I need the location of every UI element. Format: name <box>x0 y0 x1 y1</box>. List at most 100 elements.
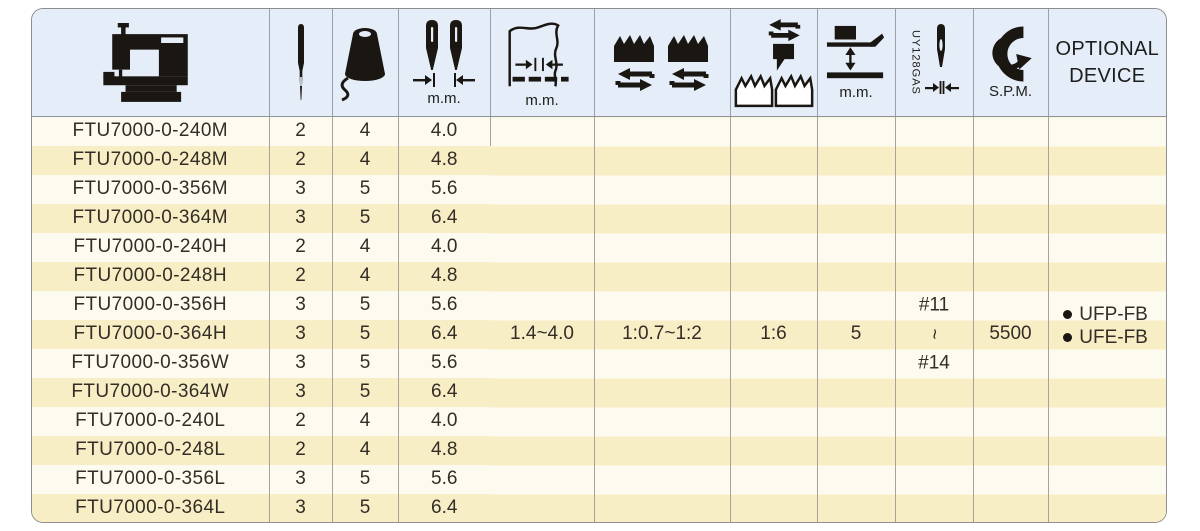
model-cell: FTU7000-0-364M <box>32 203 270 233</box>
stitch-length-mm-label: m.m. <box>525 92 559 109</box>
feed-ratio-cell: 1:6 <box>730 116 818 522</box>
col-header-stitch-length: m.m. <box>490 9 595 117</box>
threads-cell: 5 <box>332 203 399 233</box>
needles-cell: 2 <box>269 261 333 291</box>
gauge-cell: 5.6 <box>431 294 458 315</box>
model-cell: FTU7000-0-364H <box>32 319 270 349</box>
list-item: UFE-FB <box>1063 326 1151 349</box>
gauge-cell: 5.6 <box>431 468 458 489</box>
gauge-cell: 5.6 <box>431 352 458 373</box>
gauge-cell: 4.8 <box>431 439 458 460</box>
needles-cell: 3 <box>269 319 333 349</box>
needles-cell: 3 <box>269 464 333 494</box>
col-header-needle-gauge: m.m. <box>398 9 491 117</box>
feed-ratio-value: 1:6 <box>760 323 787 344</box>
max-speed-value: 5500 <box>989 323 1032 344</box>
gauge-cell: 6.4 <box>431 323 458 344</box>
max-speed-cell: 5500 <box>973 116 1049 522</box>
feed-ratio-icon <box>734 18 813 107</box>
sewing-machine-icon <box>103 22 189 102</box>
needles-cell: 3 <box>269 290 333 320</box>
model-cell: FTU7000-0-240M <box>32 116 270 146</box>
optional-device-label-line2: DEVICE <box>1069 65 1146 87</box>
needles-cell: 3 <box>269 377 333 407</box>
needles-cell: 2 <box>269 435 333 465</box>
needles-cell: 3 <box>269 493 333 522</box>
needles-cell: 3 <box>269 174 333 204</box>
needle-size-connector: ~ <box>923 328 945 340</box>
gauge-cell: 5.6 <box>431 178 458 199</box>
bullet-icon <box>1063 310 1073 319</box>
optional-device-2: UFE-FB <box>1079 327 1148 348</box>
needles-cell: 2 <box>269 116 333 146</box>
threads-cell: 5 <box>332 464 399 494</box>
table-row: FTU7000-0-240M 2 4 4.0 1.4~4.0 1:0.7~1:2… <box>32 116 1166 522</box>
gauge-cell: 4.0 <box>398 116 491 146</box>
gauge-cell: 4.0 <box>431 236 458 257</box>
stitch-length-fabric-icon <box>508 22 569 87</box>
model-cell: FTU7000-0-356L <box>32 464 270 494</box>
col-header-threads <box>332 9 399 117</box>
presser-foot-lift-icon <box>826 25 885 79</box>
col-header-needles <box>269 9 333 117</box>
stitch-length-value: 1.4~4.0 <box>510 323 574 344</box>
optional-device-cell: UFP-FB UFE-FB <box>1048 116 1167 522</box>
threads-cell: 5 <box>332 348 399 378</box>
col-header-optional-device: OPTIONAL DEVICE <box>1048 9 1166 117</box>
header-row: m.m. <box>32 9 1166 117</box>
gauge-cell: 4.0 <box>431 410 458 431</box>
model-cell: FTU7000-0-248H <box>32 261 270 291</box>
col-header-machine <box>32 9 270 117</box>
needle-size-bottom: #14 <box>918 352 950 374</box>
needle-system-label: UY128GAS <box>909 30 922 95</box>
model-cell: FTU7000-0-248M <box>32 145 270 175</box>
threads-cell: 4 <box>332 116 399 146</box>
col-header-feed-ratio <box>730 9 818 117</box>
needle-gauge-mm-label: m.m. <box>427 90 461 107</box>
needles-cell: 2 <box>269 406 333 436</box>
threads-cell: 4 <box>332 145 399 175</box>
gauge-cell: 4.8 <box>431 149 458 170</box>
threads-cell: 5 <box>332 290 399 320</box>
optional-device-label-line1: OPTIONAL <box>1055 38 1160 60</box>
col-header-needle-system: UY128GAS <box>895 9 974 117</box>
model-cell: FTU7000-0-356H <box>32 290 270 320</box>
needle-size-cell: #11 ~ #14 <box>895 116 974 522</box>
model-cell: FTU7000-0-240H <box>32 232 270 262</box>
thread-cone-icon <box>340 27 385 101</box>
needles-cell: 2 <box>269 145 333 175</box>
needle-system-icon <box>924 23 959 94</box>
diff-feed-ratio-cell: 1:0.7~1:2 <box>594 116 731 522</box>
gauge-cell: 6.4 <box>431 381 458 402</box>
spm-label: S.P.M. <box>988 83 1033 100</box>
needle-size-top: #11 <box>918 294 950 316</box>
threads-cell: 4 <box>332 232 399 262</box>
needles-cell: 2 <box>269 232 333 262</box>
differential-feed-icon <box>614 34 709 91</box>
model-cell: FTU7000-0-364L <box>32 493 270 522</box>
gauge-cell: 4.8 <box>431 265 458 286</box>
spec-table-frame: m.m. <box>31 8 1167 523</box>
foot-lift-cell: 5 <box>817 116 896 522</box>
rotation-speed-icon <box>991 26 1032 82</box>
threads-cell: 5 <box>332 174 399 204</box>
model-cell: FTU7000-0-248L <box>32 435 270 465</box>
spec-table: m.m. <box>32 9 1166 522</box>
stitch-length-cell: 1.4~4.0 <box>490 116 595 522</box>
model-cell: FTU7000-0-356W <box>32 348 270 378</box>
threads-cell: 4 <box>332 261 399 291</box>
optional-device-list: UFP-FB UFE-FB <box>1049 303 1167 349</box>
gauge-cell: 6.4 <box>431 497 458 518</box>
threads-cell: 4 <box>332 406 399 436</box>
model-cell: FTU7000-0-364W <box>32 377 270 407</box>
bullet-icon <box>1063 333 1073 342</box>
needles-cell: 3 <box>269 348 333 378</box>
model-cell: FTU7000-0-356M <box>32 174 270 204</box>
threads-cell: 4 <box>332 435 399 465</box>
col-header-diff-feed <box>594 9 731 117</box>
col-header-speed: S.P.M. <box>973 9 1049 117</box>
optional-device-1: UFP-FB <box>1079 304 1148 325</box>
needle-icon <box>297 23 304 100</box>
foot-lift-mm-label: m.m. <box>839 84 873 101</box>
